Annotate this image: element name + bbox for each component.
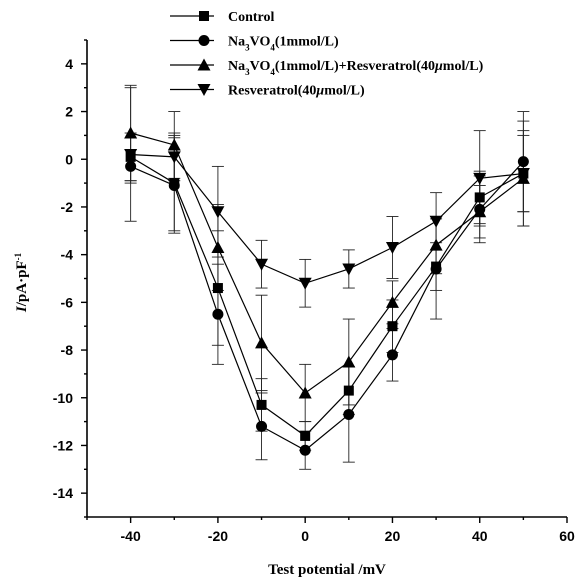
legend-label-part: (40 bbox=[298, 84, 317, 99]
data-point bbox=[124, 126, 138, 139]
data-point bbox=[343, 385, 354, 396]
y-tick-label: -2 bbox=[61, 199, 74, 215]
y-tick-label: -10 bbox=[53, 390, 73, 406]
x-tick-label: 40 bbox=[472, 528, 488, 544]
legend-label-part: Na bbox=[228, 59, 245, 74]
y-tick-label: 4 bbox=[65, 56, 73, 72]
y-tick-label: -8 bbox=[61, 342, 74, 358]
y-axis-title-part: -1 bbox=[13, 252, 23, 260]
y-tick-label: -4 bbox=[61, 247, 74, 263]
legend-label-part: (1 bbox=[275, 59, 287, 74]
series-line bbox=[130, 153, 524, 284]
data-point bbox=[473, 205, 487, 218]
legend-label-part: 4 bbox=[270, 43, 275, 53]
legend-label-part: 3 bbox=[245, 67, 250, 77]
data-point bbox=[517, 156, 529, 168]
data-point bbox=[516, 168, 530, 181]
data-point bbox=[473, 172, 487, 185]
data-point bbox=[211, 206, 225, 219]
data-point bbox=[211, 240, 225, 253]
data-point bbox=[342, 355, 356, 368]
y-tick-label: 2 bbox=[65, 104, 73, 120]
data-point bbox=[298, 277, 312, 290]
legend-label-part: 4 bbox=[270, 67, 275, 77]
data-point bbox=[212, 283, 223, 294]
data-point bbox=[386, 349, 398, 361]
legend-label: Na3VO4(1mmol/L) bbox=[228, 35, 339, 53]
legend-label-part: 3 bbox=[245, 43, 250, 53]
x-axis-title: Test potential /mV bbox=[268, 562, 386, 578]
data-point bbox=[298, 386, 312, 399]
legend-label: Resveratrol(40μmol/L) bbox=[228, 84, 365, 99]
data-point bbox=[385, 295, 399, 308]
legend-label-part: VO bbox=[250, 59, 271, 74]
data-point bbox=[256, 399, 267, 410]
legend-marker bbox=[197, 58, 211, 71]
data-point bbox=[429, 215, 443, 228]
y-axis-title-part: I bbox=[14, 305, 30, 313]
data-point bbox=[430, 263, 442, 275]
y-tick-label: -6 bbox=[61, 294, 74, 310]
data-point bbox=[167, 138, 181, 151]
y-axis-title: I/pA·pF-1 bbox=[13, 252, 30, 313]
axes: 420-2-4-6-8-10-12-14-40 -20 0 20 40 60 bbox=[53, 39, 575, 544]
legend-label-part: VO bbox=[250, 35, 271, 50]
legend-label-part: Na bbox=[228, 35, 245, 50]
data-point bbox=[387, 321, 398, 332]
legend-label-part: mmol/L) bbox=[287, 35, 339, 50]
data-point bbox=[429, 238, 443, 251]
x-tick-label: -40 bbox=[121, 528, 141, 544]
legend-label: Control bbox=[228, 10, 275, 25]
data-point bbox=[255, 258, 269, 271]
legend-label-part: (40 bbox=[416, 59, 435, 74]
data-point bbox=[124, 148, 138, 161]
error-bars bbox=[124, 84, 530, 470]
legend-marker bbox=[199, 11, 209, 21]
legend-marker bbox=[197, 84, 211, 96]
y-axis-title-part: /pA·pF bbox=[14, 260, 30, 307]
data-point bbox=[212, 308, 224, 320]
legend-label-part: mmol/L)+Resveratrol bbox=[287, 59, 417, 74]
legend-label-part: Control bbox=[228, 10, 275, 25]
legend: ControlNa3VO4(1mmol/L)Na3VO4(1mmol/L)+Re… bbox=[170, 10, 484, 99]
y-tick-label: 0 bbox=[65, 151, 73, 167]
legend-label-part: μ bbox=[434, 59, 443, 74]
series-line bbox=[130, 156, 524, 437]
data-markers bbox=[124, 126, 530, 456]
series-lines bbox=[130, 132, 524, 451]
data-point bbox=[299, 444, 311, 456]
x-tick-label: 20 bbox=[385, 528, 401, 544]
data-point bbox=[168, 179, 180, 191]
legend-label: Na3VO4(1mmol/L)+Resveratrol(40μmol/L) bbox=[228, 59, 484, 77]
y-tick-label: -14 bbox=[53, 485, 73, 501]
series-line bbox=[130, 161, 524, 451]
x-tick-label: -20 bbox=[208, 528, 228, 544]
data-point bbox=[342, 263, 356, 276]
legend-marker bbox=[198, 35, 210, 46]
x-tick-label: 0 bbox=[301, 528, 309, 544]
data-point bbox=[167, 151, 181, 164]
data-point bbox=[300, 430, 311, 441]
data-point bbox=[256, 420, 268, 432]
x-tick-label: 60 bbox=[559, 528, 575, 544]
data-point bbox=[385, 241, 399, 254]
data-point bbox=[474, 192, 485, 203]
series-line bbox=[130, 132, 524, 394]
legend-label-part: mol/L) bbox=[324, 84, 365, 99]
legend-label-part: Resveratrol bbox=[228, 84, 298, 99]
legend-label-part: mol/L) bbox=[443, 59, 484, 74]
y-tick-label: -12 bbox=[53, 437, 73, 453]
data-point bbox=[125, 160, 137, 172]
data-point bbox=[343, 408, 355, 420]
legend-label-part: (1 bbox=[275, 35, 287, 50]
legend-label-part: μ bbox=[315, 84, 324, 99]
data-point bbox=[255, 336, 269, 349]
